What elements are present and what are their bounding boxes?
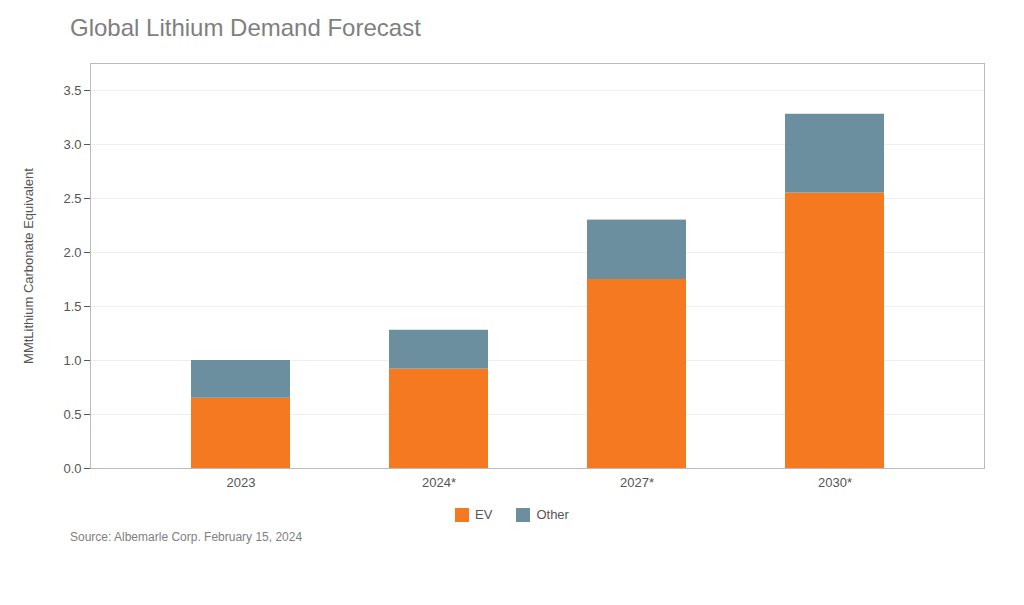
svg-text:2.0: 2.0 bbox=[63, 245, 81, 260]
svg-text:3.0: 3.0 bbox=[63, 137, 81, 152]
svg-text:2024*: 2024* bbox=[422, 475, 456, 490]
svg-text:1.0: 1.0 bbox=[63, 353, 81, 368]
svg-text:2023: 2023 bbox=[227, 475, 256, 490]
svg-text:1.5: 1.5 bbox=[63, 299, 81, 314]
svg-text:MMtLithium Carbonate Equivalen: MMtLithium Carbonate Equivalent bbox=[21, 168, 36, 364]
svg-text:0.0: 0.0 bbox=[63, 461, 81, 476]
svg-text:3.5: 3.5 bbox=[63, 83, 81, 98]
svg-text:2027*: 2027* bbox=[620, 475, 654, 490]
html-text:Global Lithium Demand Forecast: Global Lithium Demand Forecast bbox=[70, 14, 421, 41]
svg-text:0.5: 0.5 bbox=[63, 407, 81, 422]
svg-text:2.5: 2.5 bbox=[63, 191, 81, 206]
svg-text:2030*: 2030* bbox=[818, 475, 852, 490]
html-text:Source: Albemarle Corp. Februa: Source: Albemarle Corp. February 15, 202… bbox=[70, 530, 303, 544]
html-text:Other: Other bbox=[536, 507, 569, 522]
html-text:EV: EV bbox=[475, 507, 493, 522]
